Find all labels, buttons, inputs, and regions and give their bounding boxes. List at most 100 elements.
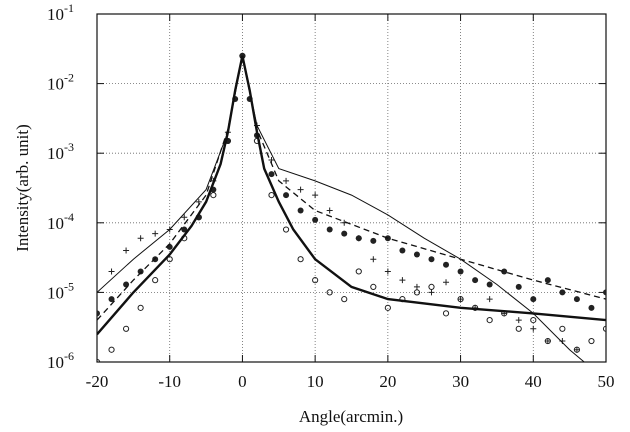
y-tick-base: 10 [47, 283, 64, 302]
point [326, 226, 333, 233]
point [530, 296, 537, 303]
point [97, 310, 100, 317]
point [312, 216, 319, 223]
point [413, 251, 420, 258]
point [370, 283, 377, 290]
point [384, 268, 391, 275]
y-tick-exponent: -2 [64, 70, 74, 84]
point [384, 304, 391, 311]
y-tick-label: 10-5 [47, 279, 74, 302]
y-tick-label: 10-3 [47, 140, 74, 163]
series-line [97, 55, 606, 336]
y-tick-base: 10 [47, 5, 64, 24]
point [297, 207, 304, 214]
x-tick-label: -10 [158, 372, 181, 391]
y-tick-exponent: -6 [64, 349, 74, 363]
y-tick-label: 10-4 [47, 210, 74, 233]
x-tick-label: 0 [238, 372, 247, 391]
point [268, 156, 275, 163]
point [428, 256, 435, 263]
point [602, 325, 606, 332]
plot-area [97, 52, 606, 362]
x-tick-label: -20 [86, 372, 109, 391]
point [181, 226, 188, 233]
point [370, 256, 377, 263]
point [97, 289, 100, 296]
point [515, 325, 522, 332]
point [326, 289, 333, 296]
y-tick-base: 10 [47, 144, 64, 163]
x-tick-label: 50 [598, 372, 615, 391]
point [312, 277, 319, 284]
point [297, 186, 304, 193]
point [442, 310, 450, 317]
point [297, 256, 304, 263]
series-line [97, 55, 606, 321]
point [515, 283, 522, 290]
point [399, 247, 406, 254]
point [573, 296, 580, 303]
y-tick-label: 10-6 [47, 349, 74, 372]
point [341, 230, 348, 237]
point [283, 177, 290, 184]
point [472, 277, 479, 284]
point [457, 268, 464, 275]
point [282, 226, 290, 233]
y-tick-base: 10 [47, 353, 64, 372]
point [166, 243, 173, 250]
point [137, 268, 144, 275]
y-tick-label: 10-1 [47, 1, 74, 24]
point [355, 268, 362, 275]
y-tick-base: 10 [47, 214, 64, 233]
point [355, 235, 362, 242]
point [108, 268, 115, 275]
point [544, 338, 551, 345]
point [443, 261, 450, 268]
point [559, 289, 566, 296]
point [486, 296, 493, 303]
point [97, 358, 101, 362]
x-tick-label: 40 [525, 372, 542, 391]
point [181, 214, 188, 221]
point [530, 325, 537, 332]
point [544, 277, 551, 284]
point [588, 337, 595, 345]
x-axis-label: Angle(arcmin.) [299, 407, 403, 426]
point [603, 289, 606, 296]
point [123, 247, 130, 254]
x-tick-label: 10 [307, 372, 324, 391]
point [122, 325, 130, 332]
point [137, 304, 144, 311]
y-tick-exponent: -1 [64, 1, 74, 15]
point [370, 237, 377, 244]
point [326, 207, 333, 214]
point [530, 316, 537, 324]
point [341, 296, 348, 303]
point [152, 277, 159, 284]
point [152, 230, 159, 237]
series-line [97, 55, 585, 362]
point [501, 268, 508, 275]
point [428, 289, 435, 296]
point [588, 304, 595, 311]
point [457, 296, 464, 303]
point [268, 171, 275, 178]
point [137, 235, 144, 242]
x-tick-label: 20 [379, 372, 396, 391]
y-tick-exponent: -3 [64, 140, 74, 154]
point [283, 192, 290, 199]
point [166, 256, 173, 263]
y-tick-exponent: -4 [64, 210, 74, 224]
plot-frame [96, 13, 607, 363]
point [443, 279, 450, 286]
point [573, 346, 580, 353]
point [108, 346, 115, 353]
point [428, 283, 435, 290]
point [515, 317, 522, 324]
y-tick-base: 10 [47, 75, 64, 94]
point [312, 192, 319, 199]
point [486, 281, 493, 288]
point [268, 192, 275, 199]
y-tick-label: 10-2 [47, 70, 74, 93]
